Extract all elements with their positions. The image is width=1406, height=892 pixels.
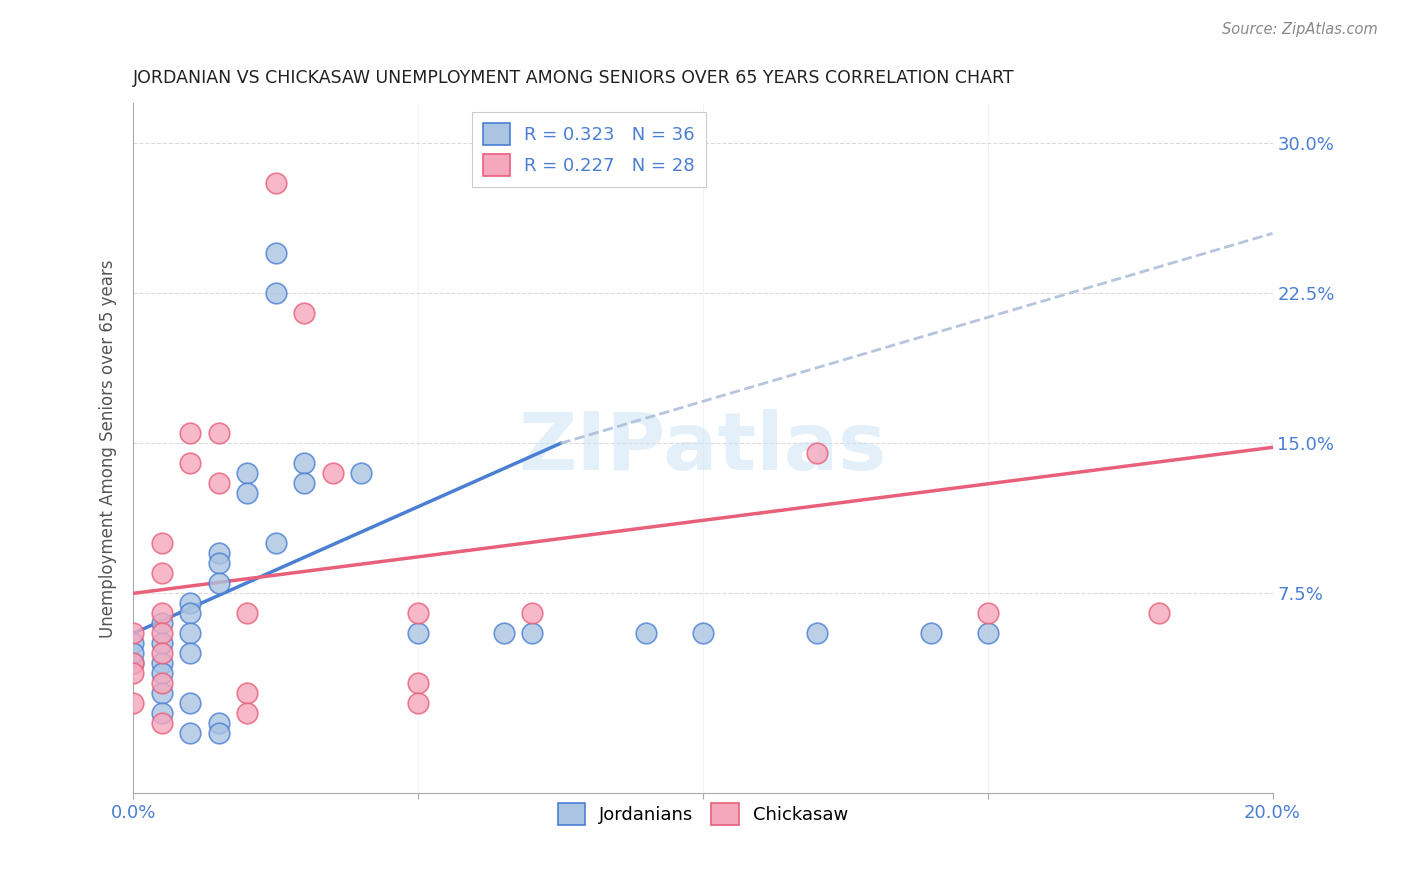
Y-axis label: Unemployment Among Seniors over 65 years: Unemployment Among Seniors over 65 years <box>100 259 117 638</box>
Point <box>150 706 173 721</box>
Point <box>208 546 231 560</box>
Point <box>179 626 201 640</box>
Point <box>150 536 173 550</box>
Point <box>179 456 201 470</box>
Point <box>150 646 173 660</box>
Legend: Jordanians, Chickasaw: Jordanians, Chickasaw <box>550 797 855 832</box>
Point <box>150 716 173 731</box>
Point <box>264 246 287 260</box>
Point <box>406 697 429 711</box>
Point <box>208 576 231 591</box>
Point <box>150 676 173 690</box>
Point <box>264 286 287 301</box>
Point <box>692 626 714 640</box>
Point <box>122 646 145 660</box>
Point <box>322 467 344 481</box>
Text: Source: ZipAtlas.com: Source: ZipAtlas.com <box>1222 22 1378 37</box>
Point <box>150 607 173 621</box>
Point <box>150 657 173 671</box>
Point <box>264 177 287 191</box>
Point <box>122 666 145 681</box>
Point <box>236 706 259 721</box>
Point <box>406 626 429 640</box>
Text: ZIPatlas: ZIPatlas <box>519 409 887 487</box>
Title: JORDANIAN VS CHICKASAW UNEMPLOYMENT AMONG SENIORS OVER 65 YEARS CORRELATION CHAR: JORDANIAN VS CHICKASAW UNEMPLOYMENT AMON… <box>134 69 1015 87</box>
Point <box>122 636 145 650</box>
Point <box>122 626 145 640</box>
Point <box>208 476 231 491</box>
Point <box>150 616 173 631</box>
Point <box>179 426 201 441</box>
Point <box>179 646 201 660</box>
Point <box>920 626 942 640</box>
Point <box>520 626 543 640</box>
Point <box>236 686 259 700</box>
Point <box>236 467 259 481</box>
Point <box>208 716 231 731</box>
Point <box>977 607 1000 621</box>
Point <box>179 607 201 621</box>
Point <box>208 726 231 740</box>
Point <box>520 607 543 621</box>
Point <box>122 697 145 711</box>
Point <box>292 306 315 320</box>
Point <box>150 636 173 650</box>
Point <box>236 486 259 500</box>
Point <box>150 666 173 681</box>
Point <box>179 726 201 740</box>
Point <box>236 607 259 621</box>
Point <box>806 446 828 460</box>
Point <box>1147 607 1170 621</box>
Point <box>634 626 657 640</box>
Point <box>150 686 173 700</box>
Point <box>150 626 173 640</box>
Point <box>264 536 287 550</box>
Point <box>492 626 515 640</box>
Point <box>350 467 373 481</box>
Point <box>292 476 315 491</box>
Point <box>292 456 315 470</box>
Point <box>150 566 173 581</box>
Point <box>406 676 429 690</box>
Point <box>406 607 429 621</box>
Point <box>122 657 145 671</box>
Point <box>179 697 201 711</box>
Point <box>977 626 1000 640</box>
Point <box>208 426 231 441</box>
Point <box>179 596 201 610</box>
Point <box>122 657 145 671</box>
Point <box>806 626 828 640</box>
Point <box>208 557 231 571</box>
